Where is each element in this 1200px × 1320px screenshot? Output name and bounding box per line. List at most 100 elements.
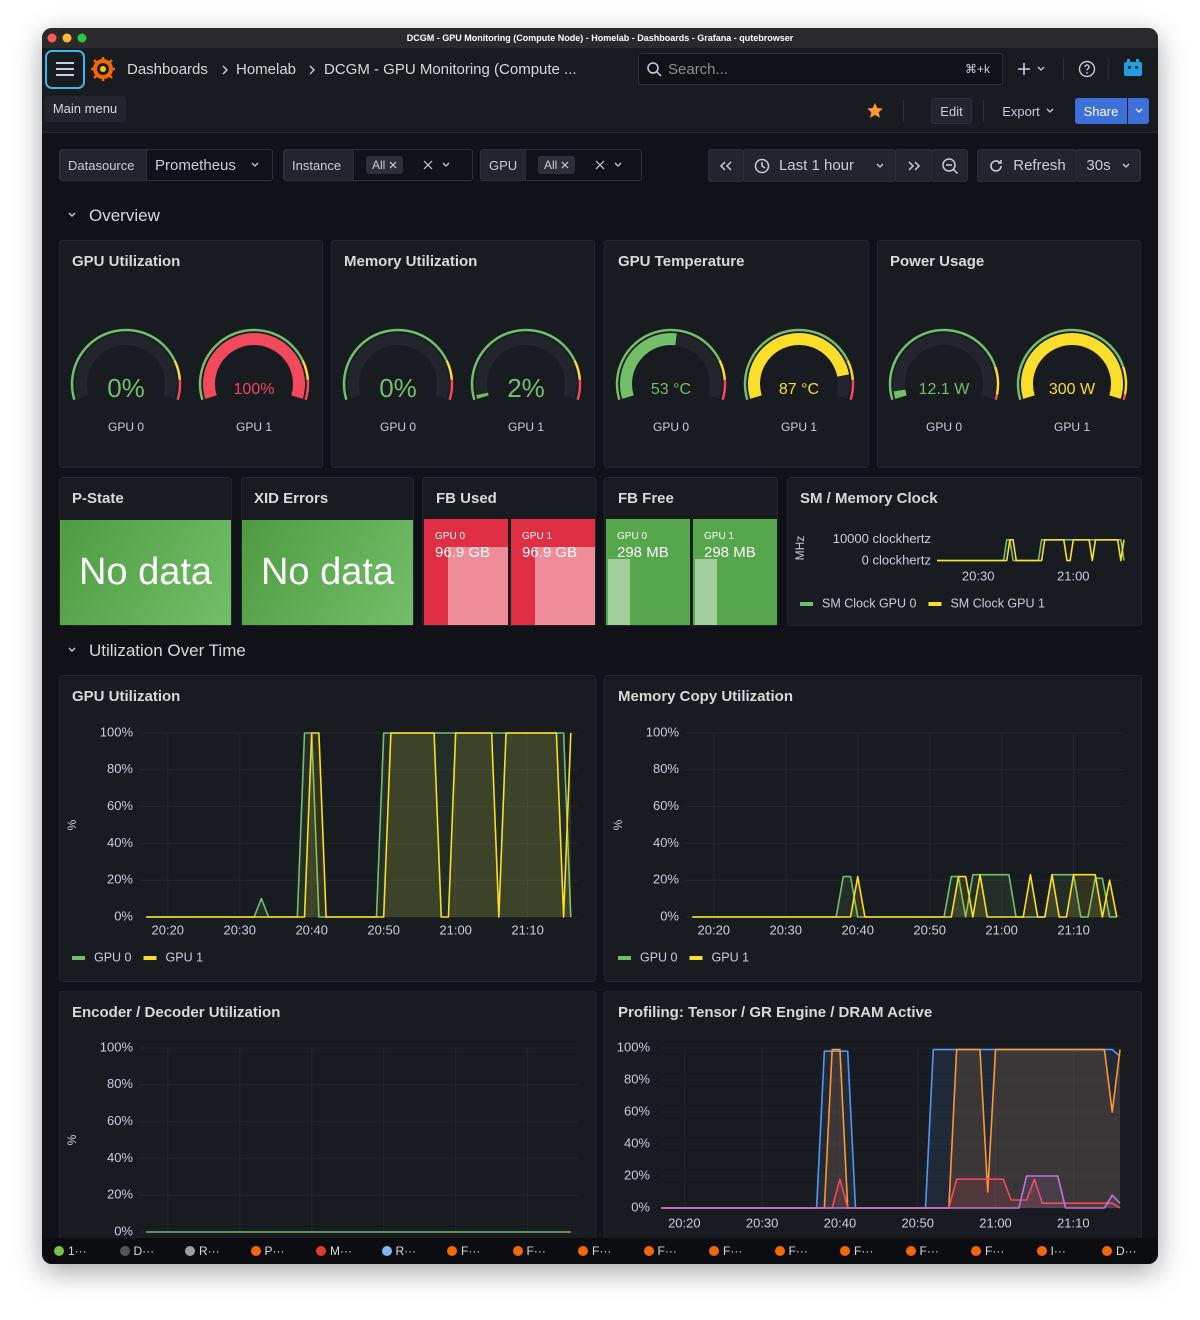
legend-label: GPU 1 bbox=[712, 950, 750, 964]
taskbar-item[interactable]: M··· bbox=[304, 1244, 370, 1258]
row-chevron[interactable] bbox=[67, 645, 77, 655]
stat-cell: GPU 0 298 MB bbox=[606, 519, 690, 625]
gauge-name: GPU 0 bbox=[380, 420, 416, 434]
help-button[interactable] bbox=[1078, 60, 1096, 78]
x-tick-label: 20:20 bbox=[668, 1215, 701, 1230]
taskbar-label: F··· bbox=[985, 1244, 1005, 1258]
variable-select[interactable]: All bbox=[353, 149, 473, 181]
breadcrumb[interactable]: Homelab bbox=[236, 61, 297, 78]
stat-value: 96.9 GB bbox=[435, 544, 491, 561]
stat-cell: GPU 1 96.9 GB bbox=[511, 519, 595, 625]
gauge-label: 0% bbox=[107, 373, 145, 403]
stat-value: 298 MB bbox=[617, 544, 669, 561]
y-tick-label: 100% bbox=[100, 724, 134, 739]
time-forward[interactable] bbox=[895, 149, 932, 182]
y-tick-label: 20% bbox=[653, 872, 679, 887]
grafana-logo[interactable] bbox=[90, 56, 116, 82]
gauge-name: GPU 0 bbox=[926, 420, 962, 434]
x-tick-label: 21:00 bbox=[985, 922, 1018, 937]
taskbar-item[interactable]: P··· bbox=[239, 1244, 305, 1258]
taskbar-item[interactable]: 1··· bbox=[42, 1244, 108, 1258]
label: Instance bbox=[292, 157, 342, 173]
y-tick-label: 0% bbox=[114, 1223, 133, 1236]
y-tick-label: 80% bbox=[653, 761, 679, 776]
taskbar-item[interactable]: D··· bbox=[108, 1244, 174, 1258]
x-tick-label: 20:40 bbox=[841, 922, 874, 937]
taskbar-icon bbox=[447, 1246, 457, 1256]
chip[interactable]: All bbox=[538, 156, 576, 174]
row-title[interactable]: Utilization Over Time bbox=[89, 641, 246, 660]
gauge-label: 100% bbox=[234, 381, 275, 398]
refresh-button[interactable]: Refresh bbox=[977, 149, 1077, 182]
axis-label: % bbox=[611, 819, 625, 830]
y-tick-label: 40% bbox=[107, 835, 133, 850]
panel-title: Power Usage bbox=[890, 253, 985, 270]
dashboard-toolbar bbox=[42, 90, 1158, 133]
legend-label: SM Clock GPU 1 bbox=[950, 596, 1045, 610]
menu-button[interactable] bbox=[45, 50, 85, 89]
gauge-name: GPU 1 bbox=[508, 420, 544, 434]
panel: FB Free GPU 0 298 MB GPU 1 298 MB bbox=[604, 477, 778, 626]
threshold-arc bbox=[849, 379, 855, 401]
gauge-name: GPU 0 bbox=[653, 420, 689, 434]
favorite-star[interactable] bbox=[866, 102, 884, 120]
y-tick-label: 40% bbox=[624, 1135, 650, 1150]
series-line bbox=[146, 732, 572, 918]
panel: XID Errors No data bbox=[241, 477, 414, 626]
interval-label: 30s bbox=[1086, 157, 1111, 174]
taskbar-item[interactable]: F··· bbox=[828, 1244, 894, 1258]
taskbar-item[interactable]: F··· bbox=[763, 1244, 829, 1258]
divider bbox=[983, 100, 984, 122]
y-tick-label: 20% bbox=[624, 1167, 650, 1182]
taskbar-item[interactable]: F··· bbox=[501, 1244, 567, 1258]
row-chevron[interactable] bbox=[67, 210, 77, 220]
taskbar-item[interactable]: D··· bbox=[1090, 1244, 1156, 1258]
series-area bbox=[661, 1049, 1120, 1208]
variable-select[interactable]: All bbox=[525, 149, 642, 181]
stat-cell: GPU 1 298 MB bbox=[693, 519, 777, 625]
x-tick-label: 20:30 bbox=[769, 922, 802, 937]
taskbar-label: F··· bbox=[657, 1244, 677, 1258]
stat-value: 96.9 GB bbox=[522, 544, 578, 561]
refresh-interval[interactable]: 30s bbox=[1076, 149, 1141, 182]
search-box[interactable] bbox=[638, 53, 1003, 85]
taskbar-item[interactable]: I··· bbox=[1025, 1244, 1091, 1258]
y-tick-label: 100% bbox=[100, 1039, 134, 1054]
taskbar-item[interactable]: F··· bbox=[435, 1244, 501, 1258]
y-tick-label: 10000 clockhertz bbox=[833, 531, 931, 546]
share-button[interactable]: Share bbox=[1075, 98, 1127, 124]
panel-title: Memory Copy Utilization bbox=[618, 688, 794, 705]
series-line bbox=[661, 1175, 1121, 1209]
y-tick-label: 80% bbox=[624, 1071, 650, 1086]
taskbar-item[interactable]: F··· bbox=[697, 1244, 763, 1258]
taskbar-item[interactable]: F··· bbox=[632, 1244, 698, 1258]
taskbar-label: F··· bbox=[788, 1244, 808, 1258]
x-tick-label: 21:10 bbox=[511, 922, 544, 937]
taskbar-item[interactable]: R··· bbox=[173, 1244, 239, 1258]
row-title[interactable]: Overview bbox=[89, 206, 160, 225]
y-tick-label: 0% bbox=[631, 1199, 650, 1214]
gauge-name: GPU 1 bbox=[1054, 420, 1090, 434]
taskbar-item[interactable]: F··· bbox=[894, 1244, 960, 1258]
export-button[interactable]: Export bbox=[993, 98, 1064, 124]
taskbar-icon bbox=[905, 1246, 916, 1256]
window-controls[interactable] bbox=[46, 32, 90, 44]
panel-title: FB Free bbox=[618, 490, 674, 507]
chip[interactable]: All bbox=[366, 156, 404, 174]
y-tick-label: 0% bbox=[660, 908, 679, 923]
breadcrumb[interactable]: Dashboards bbox=[127, 61, 208, 78]
share-menu[interactable] bbox=[1128, 98, 1149, 124]
user-avatar[interactable] bbox=[1122, 58, 1144, 80]
zoom-out[interactable] bbox=[931, 149, 968, 182]
taskbar-item[interactable]: F··· bbox=[566, 1244, 632, 1258]
new-button[interactable] bbox=[1015, 60, 1049, 78]
series-area bbox=[146, 733, 571, 917]
edit-button[interactable]: Edit bbox=[931, 98, 972, 124]
taskbar-item[interactable]: R··· bbox=[370, 1244, 436, 1258]
x-tick-label: 20:40 bbox=[824, 1215, 857, 1230]
variable-select[interactable]: Prometheus bbox=[146, 149, 273, 181]
window-title: DCGM - GPU Monitoring (Compute Node) - H… bbox=[406, 33, 794, 43]
stat-value: 298 MB bbox=[704, 544, 756, 561]
taskbar-item[interactable]: F··· bbox=[959, 1244, 1025, 1258]
breadcrumb[interactable]: DCGM - GPU Monitoring (Compute ... bbox=[324, 61, 577, 78]
